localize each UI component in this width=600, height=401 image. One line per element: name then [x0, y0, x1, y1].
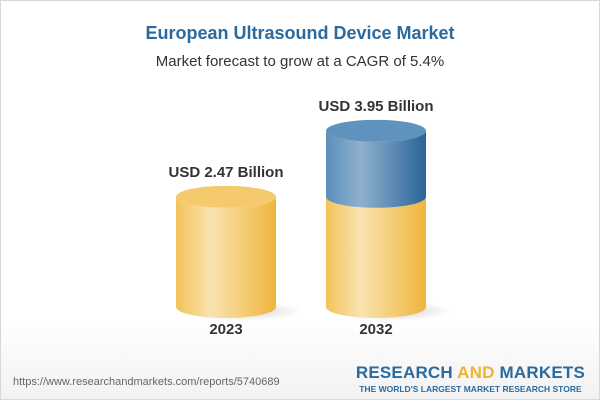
cylinder-top-2032 [326, 119, 426, 142]
data-label: USD 2.47 Billion [168, 164, 283, 181]
cylinder-top-2023 [176, 185, 276, 208]
data-label: USD 3.95 Billion [318, 98, 433, 115]
research-and-markets-logo: RESEARCH AND MARKETS THE WORLD'S LARGEST… [356, 363, 585, 394]
source-url[interactable]: https://www.researchandmarkets.com/repor… [13, 376, 280, 388]
bar-2023 [176, 196, 276, 318]
category-label: 2032 [359, 321, 392, 338]
bar-base-segment-2032 [326, 196, 426, 318]
bar-growth-segment-2032 [326, 130, 426, 208]
logo-text-and: AND [457, 363, 495, 382]
category-label: 2023 [209, 321, 242, 338]
chart-title: European Ultrasound Device Market [145, 23, 455, 43]
chart-subtitle: Market forecast to grow at a CAGR of 5.4… [155, 53, 445, 70]
logo-text-markets: MARKETS [494, 363, 585, 382]
logo-tagline: THE WORLD'S LARGEST MARKET RESEARCH STOR… [359, 384, 582, 394]
logo-text: RESEARCH [355, 363, 458, 382]
